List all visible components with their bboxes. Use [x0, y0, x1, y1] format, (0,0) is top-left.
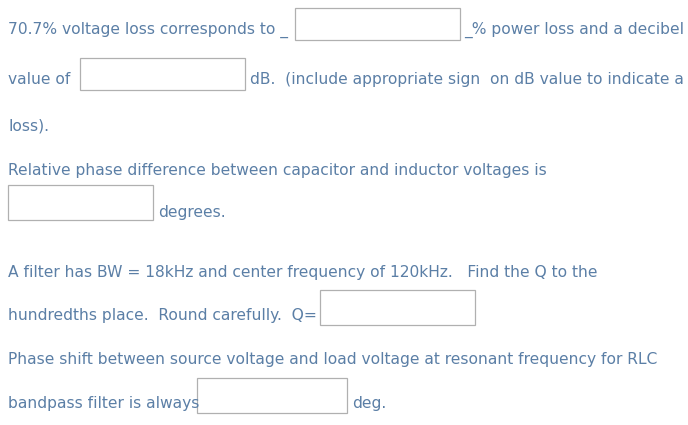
Text: deg.: deg. — [352, 396, 386, 411]
FancyBboxPatch shape — [295, 8, 460, 40]
Text: _% power loss and a decibel: _% power loss and a decibel — [464, 22, 684, 38]
FancyBboxPatch shape — [8, 185, 153, 220]
Text: A filter has BW = 18kHz and center frequency of 120kHz.   Find the Q to the: A filter has BW = 18kHz and center frequ… — [8, 265, 597, 280]
Text: 70.7% voltage loss corresponds to _: 70.7% voltage loss corresponds to _ — [8, 22, 288, 38]
FancyBboxPatch shape — [320, 290, 475, 325]
Text: loss).: loss). — [8, 118, 49, 133]
Text: dB.  (include appropriate sign  on dB value to indicate a: dB. (include appropriate sign on dB valu… — [250, 72, 684, 87]
FancyBboxPatch shape — [197, 378, 347, 413]
Text: hundredths place.  Round carefully.  Q=: hundredths place. Round carefully. Q= — [8, 308, 317, 323]
Text: degrees.: degrees. — [158, 205, 226, 220]
Text: Phase shift between source voltage and load voltage at resonant frequency for RL: Phase shift between source voltage and l… — [8, 352, 657, 367]
Text: Relative phase difference between capacitor and inductor voltages is: Relative phase difference between capaci… — [8, 163, 547, 178]
FancyBboxPatch shape — [80, 58, 245, 90]
Text: value of: value of — [8, 72, 70, 87]
Text: bandpass filter is always: bandpass filter is always — [8, 396, 200, 411]
